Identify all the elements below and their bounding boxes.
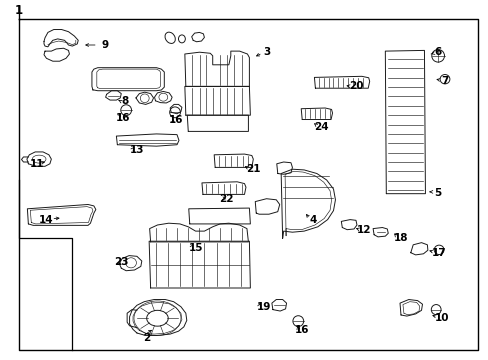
Text: 3: 3	[263, 47, 269, 57]
Text: 12: 12	[356, 225, 371, 235]
Text: 24: 24	[314, 122, 328, 132]
Text: 16: 16	[294, 325, 309, 336]
Text: 22: 22	[218, 194, 233, 204]
Text: 21: 21	[245, 164, 260, 174]
Text: 15: 15	[188, 243, 203, 253]
Text: 16: 16	[116, 113, 130, 123]
Text: 10: 10	[434, 312, 449, 323]
Text: 14: 14	[39, 215, 54, 225]
Text: 6: 6	[433, 47, 440, 57]
Text: 7: 7	[440, 76, 448, 86]
Text: 8: 8	[121, 96, 128, 106]
Text: 5: 5	[433, 188, 440, 198]
Text: 16: 16	[168, 114, 183, 125]
Text: 11: 11	[29, 159, 44, 169]
Text: 9: 9	[102, 40, 108, 50]
Text: 17: 17	[431, 248, 446, 258]
Text: 2: 2	[143, 333, 150, 343]
Text: 1: 1	[15, 4, 22, 17]
Text: 13: 13	[129, 145, 144, 156]
Text: 4: 4	[308, 215, 316, 225]
Text: 20: 20	[348, 81, 363, 91]
Text: 18: 18	[393, 233, 407, 243]
Text: 19: 19	[256, 302, 271, 312]
Text: 23: 23	[114, 257, 128, 267]
